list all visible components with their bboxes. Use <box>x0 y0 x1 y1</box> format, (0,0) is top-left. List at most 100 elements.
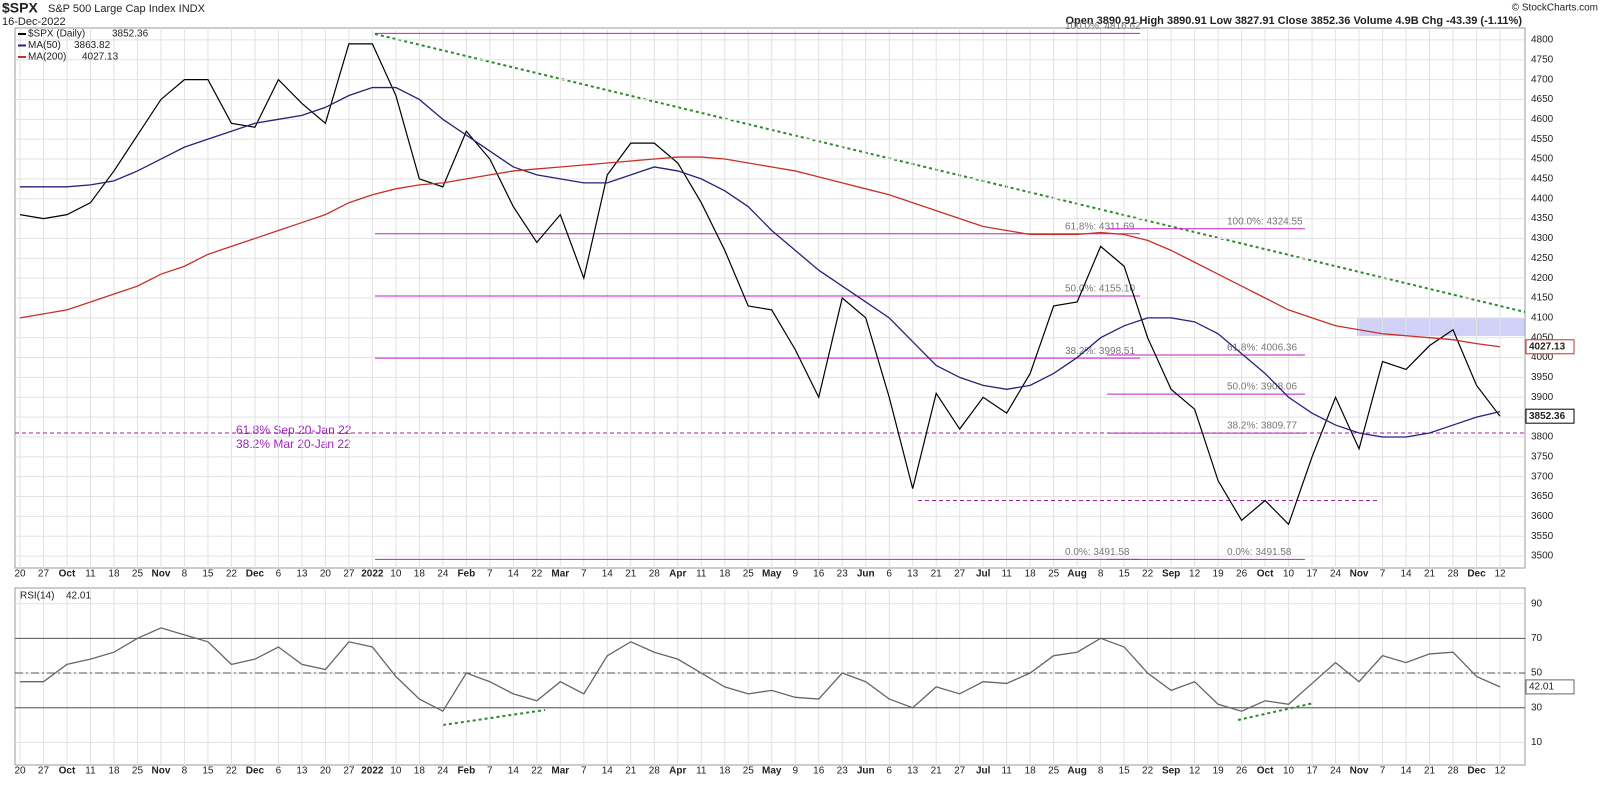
x-tick-label: 21 <box>931 766 943 777</box>
last-value-box <box>1525 679 1575 695</box>
x-tick-label: 15 <box>202 766 214 777</box>
x-tick-label: 22 <box>1142 569 1154 580</box>
y-tick-label: 4800 <box>1531 35 1554 46</box>
x-tick-label: Feb <box>457 569 475 580</box>
x-tick-label: 21 <box>1424 569 1436 580</box>
chart-title: $SPX <box>2 0 38 16</box>
x-tick-label: 8 <box>182 766 188 777</box>
y-tick-label: 4450 <box>1531 174 1554 185</box>
y-tick-label: 4300 <box>1531 233 1554 244</box>
x-tick-label: 10 <box>390 569 402 580</box>
x-tick-label: 25 <box>743 766 755 777</box>
x-tick-label: Jul <box>976 569 991 580</box>
x-tick-label: May <box>762 569 782 580</box>
y-tick-label: 4550 <box>1531 134 1554 145</box>
chart-subtitle: S&P 500 Large Cap Index INDX <box>48 3 206 15</box>
x-tick-label: 2022 <box>361 569 384 580</box>
x-tick-label: 18 <box>414 569 426 580</box>
x-tick-label: 2022 <box>361 766 384 777</box>
x-tick-label: Apr <box>669 766 686 777</box>
x-tick-label: 14 <box>508 766 520 777</box>
x-tick-label: Oct <box>1257 569 1274 580</box>
x-tick-label: 28 <box>649 766 661 777</box>
y-tick-label: 4100 <box>1531 312 1554 323</box>
x-tick-label: 8 <box>1098 569 1104 580</box>
x-tick-label: 27 <box>38 766 50 777</box>
x-tick-label: 25 <box>132 569 144 580</box>
x-tick-label: 15 <box>1119 766 1131 777</box>
x-tick-label: 14 <box>602 766 614 777</box>
y-tick-label: 4650 <box>1531 94 1554 105</box>
x-tick-label: 13 <box>296 766 308 777</box>
legend-value: 3852.36 <box>112 29 149 40</box>
x-tick-label: 7 <box>581 766 587 777</box>
x-tick-label: 14 <box>1400 766 1412 777</box>
x-tick-label: Aug <box>1067 766 1086 777</box>
x-tick-label: 23 <box>837 766 849 777</box>
x-tick-label: 25 <box>132 766 144 777</box>
x-tick-label: 7 <box>487 569 493 580</box>
trendline <box>442 709 546 726</box>
x-tick-label: 22 <box>1142 766 1154 777</box>
x-tick-label: 20 <box>14 766 26 777</box>
x-tick-label: 13 <box>907 569 919 580</box>
x-tick-label: 12 <box>1494 569 1506 580</box>
x-tick-label: 22 <box>531 569 543 580</box>
x-tick-label: 6 <box>886 569 892 580</box>
last-value-box <box>1525 408 1575 424</box>
x-tick-label: Oct <box>1257 766 1274 777</box>
fib-label: 61.8%: 4311.69 <box>1065 221 1135 232</box>
fib-label: 50.0%: 3908.06 <box>1227 382 1297 393</box>
x-tick-label: 10 <box>390 766 402 777</box>
legend-label: $SPX (Daily) <box>28 29 85 40</box>
x-tick-label: 22 <box>226 766 238 777</box>
x-tick-label: 12 <box>1189 569 1201 580</box>
y-tick-label: 3950 <box>1531 372 1554 383</box>
y-tick-label: 4600 <box>1531 114 1554 125</box>
x-tick-label: 17 <box>1307 569 1319 580</box>
x-tick-label: Nov <box>151 569 170 580</box>
annotation: 38.2% Mar 20-Jan 22 <box>236 437 351 451</box>
x-tick-label: 20 <box>320 569 332 580</box>
x-tick-label: Oct <box>59 569 76 580</box>
x-tick-label: Nov <box>151 766 170 777</box>
x-tick-label: Feb <box>457 766 475 777</box>
x-tick-label: 14 <box>508 569 520 580</box>
x-tick-label: 23 <box>837 569 849 580</box>
x-tick-label: Dec <box>246 766 265 777</box>
fib-label: 0.0%: 3491.58 <box>1065 547 1130 558</box>
x-tick-label: Oct <box>59 766 76 777</box>
x-tick-label: 18 <box>414 766 426 777</box>
legend-label: RSI(14) <box>20 591 54 602</box>
x-tick-label: 11 <box>85 766 96 777</box>
x-tick-label: 12 <box>1189 766 1201 777</box>
x-tick-label: 25 <box>1048 766 1060 777</box>
x-tick-label: 21 <box>625 569 637 580</box>
x-tick-label: 27 <box>343 569 355 580</box>
x-tick-label: 25 <box>1048 569 1060 580</box>
y-tick-label: 4700 <box>1531 74 1554 85</box>
y-tick-label: 70 <box>1531 633 1543 644</box>
x-tick-label: Jul <box>976 766 991 777</box>
x-tick-label: Mar <box>551 766 569 777</box>
x-tick-label: 26 <box>1236 569 1248 580</box>
x-tick-label: Dec <box>1467 569 1486 580</box>
y-tick-label: 10 <box>1531 737 1543 748</box>
y-tick-label: 3600 <box>1531 511 1554 522</box>
fib-label: 38.2%: 3998.51 <box>1065 346 1135 357</box>
x-tick-label: 15 <box>1119 569 1131 580</box>
fib-label: 61.8%: 4006.36 <box>1227 343 1297 354</box>
x-tick-label: Nov <box>1350 766 1369 777</box>
last-value-box <box>1525 339 1575 355</box>
x-tick-label: 14 <box>1400 569 1412 580</box>
x-tick-label: 8 <box>182 569 188 580</box>
x-tick-label: 26 <box>1236 766 1248 777</box>
x-tick-label: 22 <box>531 766 543 777</box>
x-tick-label: 18 <box>1025 569 1037 580</box>
x-tick-label: 18 <box>719 569 731 580</box>
x-tick-label: 24 <box>1330 569 1342 580</box>
legend-value: 4027.13 <box>82 52 119 63</box>
x-tick-label: 20 <box>14 569 26 580</box>
x-tick-label: 7 <box>581 569 587 580</box>
